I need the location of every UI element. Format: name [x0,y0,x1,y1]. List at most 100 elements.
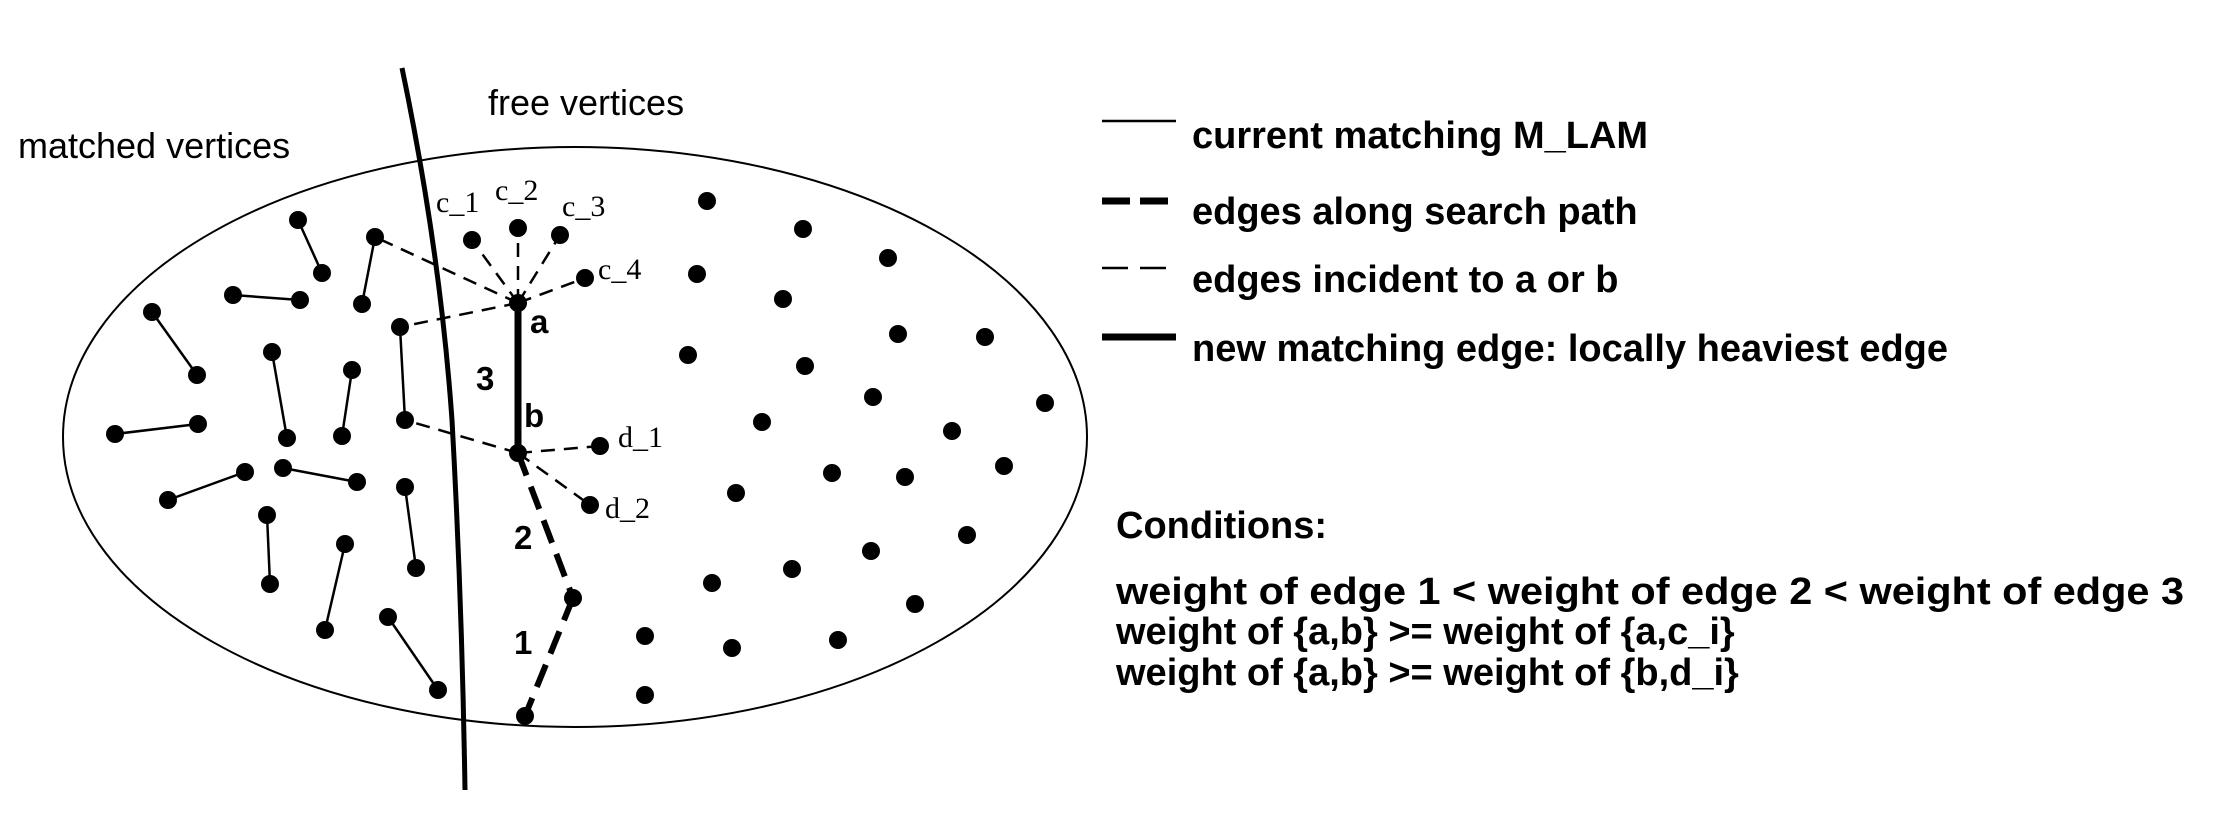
vertex [258,506,276,524]
current-matching-edges [114,219,440,691]
conditions-title: Conditions: [1116,505,1327,547]
vertex [224,286,242,304]
matching-edge [150,311,199,376]
vertex [723,639,741,657]
matching-edge [360,236,377,305]
incident-edge-b-matched [404,418,519,455]
vertex [353,295,371,313]
incident-edge-a-matched [374,235,519,305]
legend-label-incident-edges: edges incident to a or b [1192,259,1619,301]
vertex [889,325,907,343]
matching-edge [282,466,358,484]
vertex [106,425,124,443]
vertex-path-mid [564,589,582,607]
matching-edge [403,486,418,569]
incident-edge-a-c3 [516,234,562,304]
search-path-edge-2 [515,451,576,600]
vertex-d2 [581,496,599,514]
vertex [407,559,425,577]
vertex [688,265,706,283]
matching-edge [114,422,199,436]
vertex [379,608,397,626]
vertex-a [509,294,527,312]
matching-edge [167,470,246,502]
matching-edge [296,219,324,274]
matching-edge [323,543,347,631]
vertex-d1 [591,437,609,455]
condition-line-3: weight of {a,b} >= weight of {b,d_i} [1115,652,1739,694]
vertex [636,627,654,645]
matched-vertices-label: matched vertices [18,125,290,166]
matching-edge [340,369,354,437]
vertex [636,686,654,704]
vertices [106,192,1054,725]
vertex [703,574,721,592]
vertex [391,318,409,336]
search-path-edges [515,451,576,718]
label-c2: c_2 [495,174,538,207]
vertex [429,681,447,699]
vertex-c4 [576,269,594,287]
vertex [976,328,994,346]
vertex [727,484,745,502]
vertex [261,575,279,593]
vertex [774,290,792,308]
label-c3: c_3 [562,190,605,223]
label-a: a [530,303,549,340]
search-path-edge-1 [522,596,576,718]
incident-edges [374,228,601,507]
vertex [159,491,177,509]
vertex [679,346,697,364]
vertex [829,631,847,649]
vertex [943,422,961,440]
label-c1: c_1 [436,186,479,219]
condition-line-1: weight of edge 1 < weight of edge 2 < we… [1115,571,2184,613]
vertex [263,343,281,361]
vertex [958,526,976,544]
vertex [343,361,361,379]
vertex [396,478,414,496]
incident-edge-a-c4 [517,276,586,305]
vertex [143,303,161,321]
matching-edge [386,616,440,691]
vertex [348,473,366,491]
edge-number-2: 2 [514,519,532,556]
vertex [995,457,1013,475]
vertex [783,560,801,578]
label-c4: c_4 [598,253,641,286]
edge-number-1: 1 [514,624,532,661]
vertex [864,388,882,406]
matching-edge [270,351,289,439]
label-d2: d_2 [605,492,650,525]
vertex [366,228,384,246]
graph-boundary-ellipse [62,146,1088,728]
condition-line-2: weight of {a,b} >= weight of {a,c_i} [1115,611,1735,653]
matching-edge [265,514,272,585]
vertex [278,429,296,447]
vertex-c2 [509,219,527,237]
vertex [291,291,309,309]
matching-edge [398,326,407,421]
incident-edge-b-d2 [517,451,591,507]
vertex [289,211,307,229]
legend-label-search-path: edges along search path [1192,191,1638,233]
label-d1: d_1 [618,421,663,454]
incident-edge-a-c1 [470,239,520,304]
vertex [862,542,880,560]
vertex-path-end [516,707,534,725]
vertex [313,264,331,282]
edge-number-3: 3 [476,360,494,397]
vertex [189,415,207,433]
vertex [396,411,414,429]
vertex [236,463,254,481]
vertex [1036,394,1054,412]
vertex-c1 [463,231,481,249]
vertex [336,535,354,553]
conditions-block: Conditions: weight of edge 1 < weight of… [1115,505,2184,694]
vertex [906,595,924,613]
vertex-b [509,444,527,462]
vertex [316,621,334,639]
vertex [188,366,206,384]
incident-edge-b-d1 [517,444,601,455]
legend-label-new-matching: new matching edge: locally heaviest edge [1192,328,1948,370]
